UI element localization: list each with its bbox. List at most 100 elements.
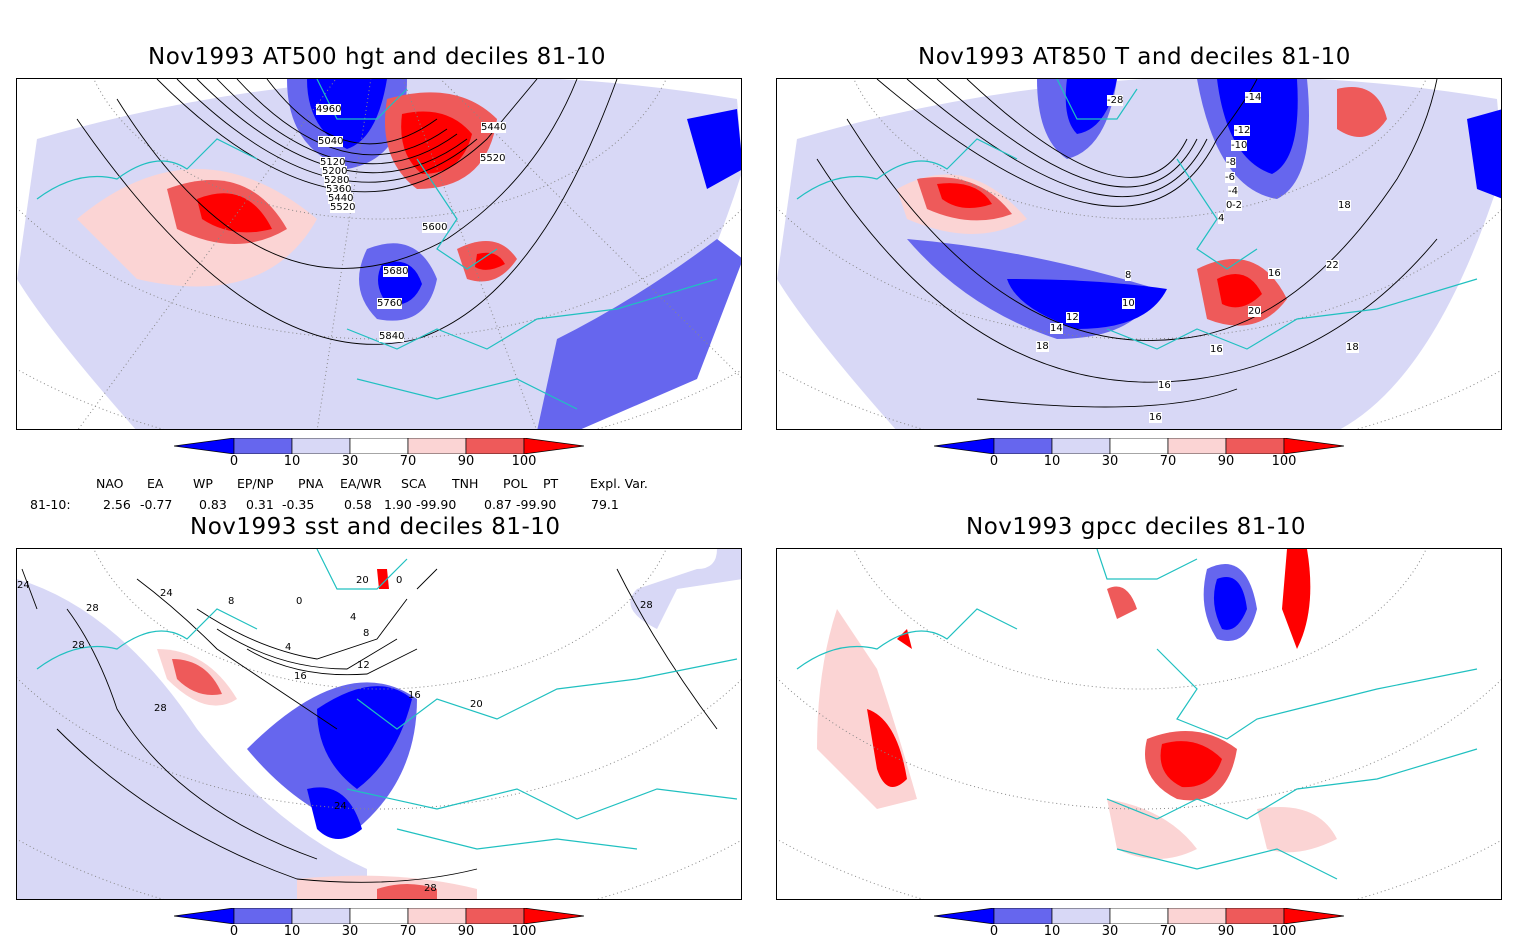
contour-label: 4 (1218, 213, 1225, 224)
cbar-label: 100 (511, 454, 537, 469)
cbar-label: 100 (1271, 454, 1297, 469)
tele-header: WP (193, 476, 213, 491)
contour-label: 5200 (322, 166, 348, 177)
contour-label: 8 (228, 596, 235, 607)
contour-label: 20 (1248, 306, 1261, 317)
contour-label: -4 (1228, 186, 1238, 197)
cbar-label: 70 (399, 924, 417, 939)
tele-value: 0.83 (199, 497, 227, 512)
cbar-label: 90 (457, 924, 475, 939)
contour-label: 5760 (377, 298, 403, 309)
contour-label: 16 (294, 671, 307, 682)
map-panel-hgt (16, 78, 742, 430)
cbar-label: 30 (341, 454, 359, 469)
cbar-label: 90 (1217, 924, 1235, 939)
contour-label: 28 (154, 703, 167, 714)
tele-row-label: 81-10: (30, 497, 71, 512)
cbar-label: 10 (283, 924, 301, 939)
contour-label: 5120 (320, 157, 346, 168)
cbar-label: 70 (1159, 454, 1177, 469)
contour-label: 5360 (326, 184, 352, 195)
contour-label: 28 (86, 603, 99, 614)
tele-header: PT (543, 476, 559, 491)
cbar-label: 70 (1159, 924, 1177, 939)
panel-title-gpcc: Nov1993 gpcc deciles 81-10 (966, 514, 1306, 540)
contour-label: 10 (1122, 298, 1135, 309)
cbar-label: 10 (1043, 454, 1061, 469)
colorbar-gpcc: 0 10 30 70 90 100 (933, 907, 1345, 939)
tele-header: Expl. Var. (590, 476, 648, 491)
tele-header: SCA (401, 476, 427, 491)
cbar-label: 30 (1101, 924, 1119, 939)
tele-value: 1.90 (384, 497, 412, 512)
contour-label: 24 (334, 801, 347, 812)
contour-label: 16 (1149, 412, 1162, 423)
tele-header: NAO (96, 476, 124, 491)
contour-label: 4960 (316, 104, 342, 115)
tele-header: PNA (298, 476, 324, 491)
cbar-label: 0 (229, 924, 239, 939)
contour-label: -2 (1232, 200, 1242, 211)
cbar-label: 90 (1217, 454, 1235, 469)
map-panel-t850 (776, 78, 1502, 430)
contour-label: 8 (363, 628, 370, 639)
cbar-label: 70 (399, 454, 417, 469)
map-panel-gpcc (776, 548, 1502, 900)
contour-label: 5840 (379, 331, 405, 342)
contour-label: 4 (350, 612, 357, 623)
contour-label: 4 (285, 642, 292, 653)
cbar-label: 10 (1043, 924, 1061, 939)
cbar-label: 30 (1101, 454, 1119, 469)
tele-header: EA/WR (340, 476, 382, 491)
contour-label: 0 (296, 596, 303, 607)
contour-label: 20 (470, 699, 483, 710)
contour-label: 5040 (318, 136, 344, 147)
tele-value: -0.35 (282, 497, 315, 512)
contour-label: 5600 (422, 222, 448, 233)
contour-label: 24 (17, 580, 30, 591)
cbar-label: 90 (457, 454, 475, 469)
contour-label: 16 (408, 690, 421, 701)
cbar-label: 30 (341, 924, 359, 939)
tele-header: POL (503, 476, 528, 491)
contour-label: 18 (1338, 200, 1351, 211)
tele-header: EP/NP (237, 476, 274, 491)
contour-label: 28 (424, 883, 437, 894)
contour-label: -8 (1226, 157, 1236, 168)
contour-label: 0 (1226, 200, 1233, 211)
cbar-label: 100 (1271, 924, 1297, 939)
contour-label: 18 (1036, 341, 1049, 352)
contour-label: 16 (1268, 268, 1281, 279)
contour-label: 5680 (383, 266, 409, 277)
tele-value: -0.77 (140, 497, 173, 512)
colorbar-hgt: 0 10 30 70 90 100 (173, 437, 585, 469)
contour-label: 0 (396, 575, 403, 586)
colorbar-t850: 0 10 30 70 90 100 (933, 437, 1345, 469)
cbar-label: 100 (511, 924, 537, 939)
cbar-label: 0 (989, 454, 999, 469)
contour-label: 14 (1050, 323, 1063, 334)
tele-value: 0.31 (246, 497, 274, 512)
tele-value: 0.58 (344, 497, 372, 512)
contour-label: 16 (1158, 380, 1171, 391)
tele-header: TNH (452, 476, 479, 491)
cbar-label: 0 (229, 454, 239, 469)
contour-label: 5280 (324, 175, 350, 186)
contour-label: 20 (356, 575, 369, 586)
cbar-label: 0 (989, 924, 999, 939)
contour-label: 24 (160, 588, 173, 599)
contour-label: 18 (1346, 342, 1359, 353)
contour-label: -28 (1107, 95, 1124, 106)
tele-value: -99.90 (516, 497, 557, 512)
contour-label: 22 (1326, 260, 1339, 271)
contour-label: 12 (1066, 312, 1079, 323)
contour-label: 28 (640, 600, 653, 611)
tele-value: 2.56 (103, 497, 131, 512)
contour-label: 5440 (481, 122, 507, 133)
contour-label: 28 (72, 640, 85, 651)
colorbar-sst: 0 10 30 70 90 100 (173, 907, 585, 939)
map-panel-sst (16, 548, 742, 900)
contour-label: -10 (1231, 140, 1248, 151)
contour-label: 5520 (330, 202, 356, 213)
panel-title-t850: Nov1993 AT850 T and deciles 81-10 (918, 44, 1351, 70)
